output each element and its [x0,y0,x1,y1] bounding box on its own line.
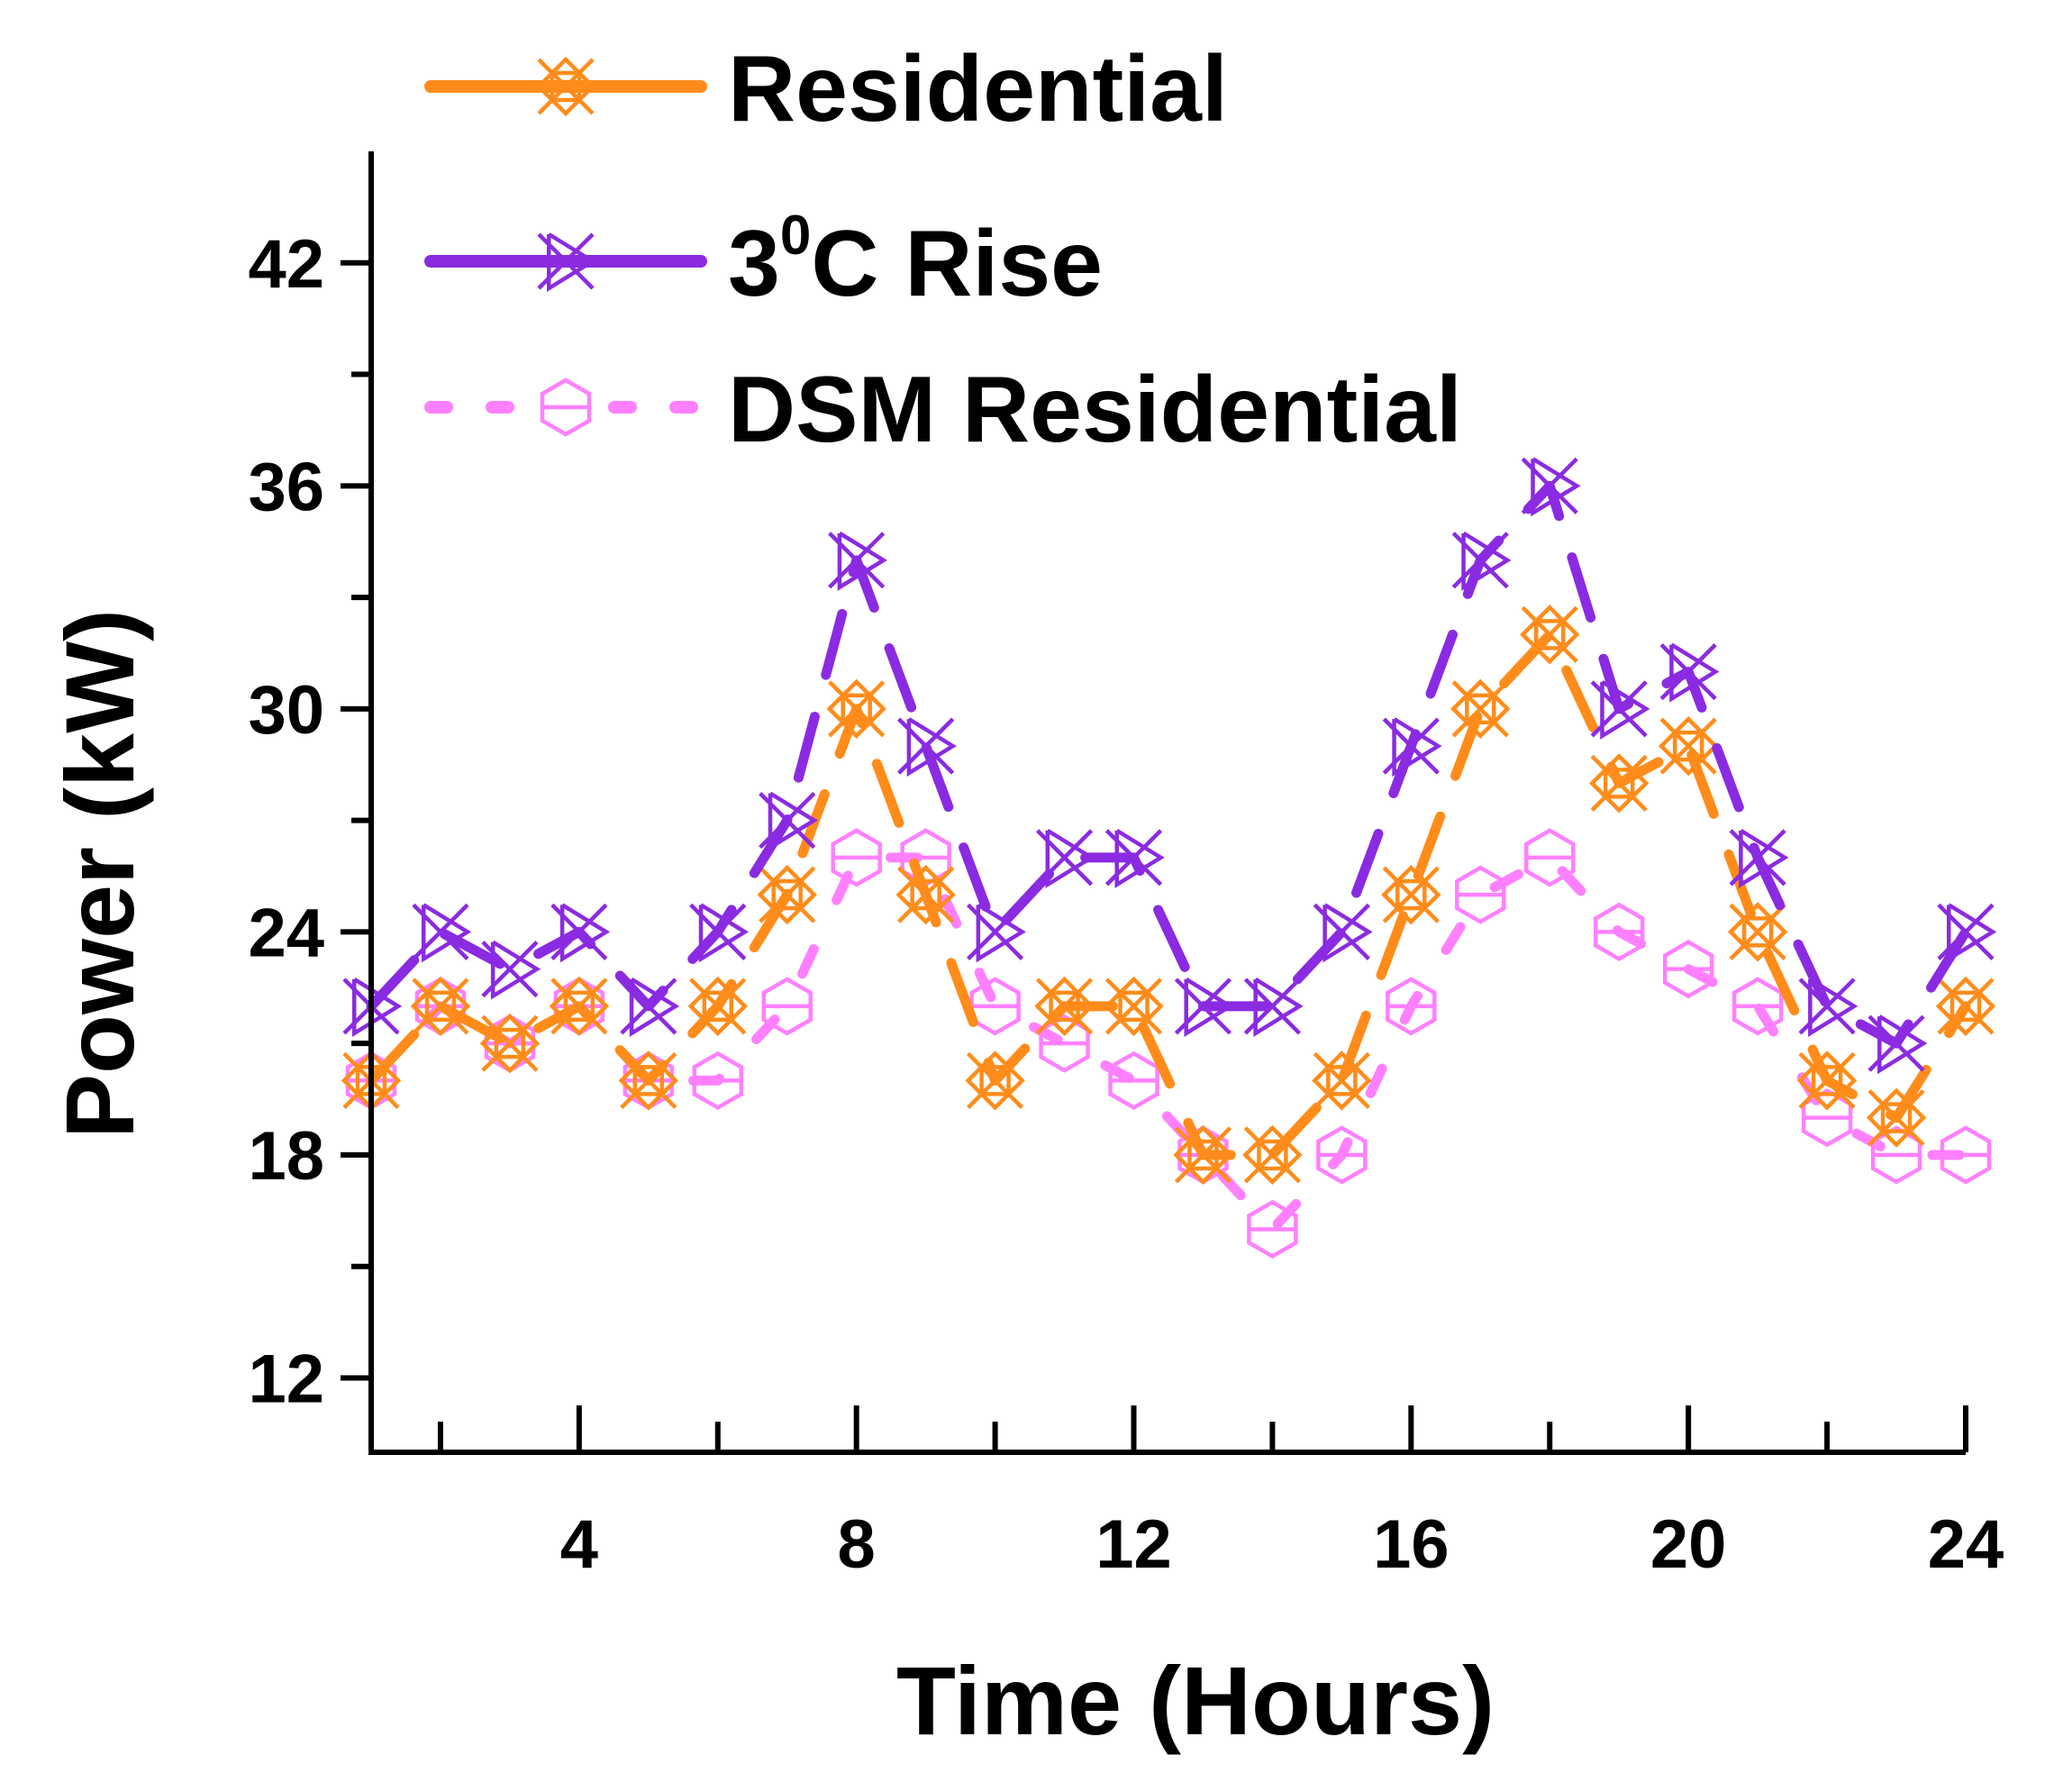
series-residential [341,605,1996,1186]
data-point [828,531,887,591]
x-tick-label: 12 [1095,1506,1172,1583]
data-point [618,1050,679,1111]
data-point [1108,1050,1159,1111]
legend-label-base: 3 [728,212,780,316]
data-point [1796,1050,1858,1111]
legend-entry: DSM Residential [424,358,1462,462]
data-point [1104,828,1165,888]
data-point [1798,977,1858,1037]
data-point [1382,717,1442,777]
legend-label: DSM Residential [728,358,1462,462]
y-axis-title: Power (kW) [45,609,154,1139]
data-point [549,976,610,1037]
data-point [687,976,748,1037]
y-tick-label: 36 [248,449,324,525]
series-line [366,852,1971,1234]
legend-label-rest: C Rise [811,212,1103,316]
data-point [1520,605,1580,665]
x-tick-label: 8 [838,1506,876,1583]
data-point [831,828,882,887]
data-point [1242,1124,1303,1186]
legend-marker [535,56,596,117]
data-point [1174,977,1234,1037]
data-point [1450,678,1511,740]
data-point [1866,1087,1927,1148]
y-tick-label: 42 [248,226,324,303]
data-point [1386,977,1437,1036]
data-point [1658,715,1719,777]
data-point [1381,864,1441,925]
data-point [410,976,471,1037]
data-point [967,903,1026,963]
data-point [1247,1199,1298,1259]
axes [368,151,1966,1455]
x-tick-label: 24 [1928,1506,2004,1583]
data-point [1521,457,1581,517]
x-tick-label: 4 [560,1506,598,1583]
legend-marker [540,377,592,437]
data-point [479,1013,541,1074]
data-point [757,864,817,925]
series-line [366,629,1971,1160]
data-point [1524,828,1576,887]
data-point [481,940,541,1000]
data-point [1940,1125,1992,1185]
data-point [826,678,886,740]
data-point [1316,1125,1368,1185]
data-point [1868,1014,1928,1075]
data-point [1173,1124,1233,1186]
plot-area [341,457,1997,1259]
data-point [1035,828,1095,888]
y-tick-label: 24 [248,895,324,971]
data-point [1935,976,1996,1037]
legend-label-superscript: 0 [780,205,811,267]
data-point [1034,976,1095,1037]
x-tick-label: 16 [1373,1506,1449,1583]
data-point [692,1050,744,1111]
x-axis-title: Time (Hours) [896,1646,1495,1755]
legend: Residential 30C Rise DSM Residential [424,37,1462,462]
data-point [1455,865,1506,924]
data-point [897,717,957,777]
data-point [1589,753,1649,814]
data-point [1104,976,1164,1037]
legend-label: 30C Rise [728,205,1103,316]
legend-entry: Residential [424,37,1228,141]
data-point [1243,977,1304,1037]
data-point [1451,531,1512,591]
y-tick-label: 12 [248,1341,324,1417]
y-tick-label: 18 [248,1118,324,1195]
data-point [550,903,611,963]
data-point [1727,902,1788,962]
y-tick-label: 30 [248,672,324,749]
data-point [761,977,813,1036]
series-3-c-rise [342,457,1997,1075]
legend-label: Residential [728,37,1228,141]
series-line [366,480,1971,1049]
data-point [1313,903,1373,963]
data-point [1659,642,1720,703]
data-point [620,977,680,1037]
data-point [1593,902,1645,961]
data-point [895,864,956,925]
data-point [1662,940,1714,999]
data-point [759,791,819,851]
data-point [412,903,472,963]
data-point [1729,828,1789,888]
data-point [1590,679,1650,740]
data-point [965,1050,1025,1111]
data-point [689,903,750,963]
data-point [1312,1050,1372,1111]
data-point [1937,903,1997,963]
data-point [1731,977,1784,1036]
legend-marker [537,232,597,293]
x-tick-label: 20 [1650,1506,1727,1583]
data-point [969,977,1021,1036]
legend-entry: 30C Rise [424,205,1103,316]
